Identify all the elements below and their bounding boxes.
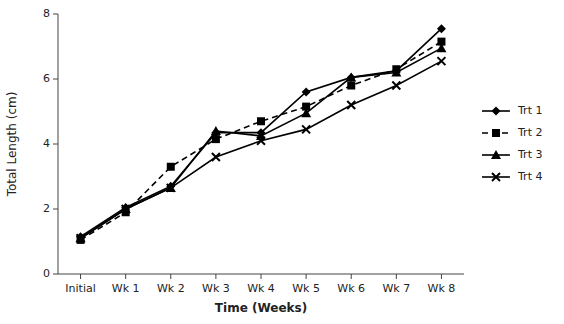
x-tick <box>261 274 262 279</box>
series-line <box>81 61 442 238</box>
x-tick <box>306 274 307 279</box>
x-tick <box>396 274 397 279</box>
point <box>257 117 265 125</box>
x-tick-label: Wk 4 <box>247 282 275 295</box>
point <box>212 153 220 161</box>
x-tick <box>215 274 216 279</box>
point <box>301 108 311 117</box>
y-tick <box>53 209 58 210</box>
legend-label: Trt 1 <box>517 104 542 117</box>
y-tick <box>53 14 58 15</box>
point <box>391 68 401 77</box>
legend-marker <box>492 107 501 116</box>
x-tick-label: Wk 2 <box>157 282 185 295</box>
x-tick-label: Wk 8 <box>428 282 456 295</box>
y-tick-label: 0 <box>43 267 50 280</box>
y-axis-title: Total Length (cm) <box>5 92 19 198</box>
x-tick-label: Wk 6 <box>337 282 365 295</box>
x-tick <box>125 274 126 279</box>
legend-label: Trt 2 <box>517 126 542 139</box>
point <box>347 82 355 90</box>
point <box>122 205 130 213</box>
point <box>302 88 311 97</box>
point <box>436 43 446 52</box>
point <box>76 233 86 242</box>
x-tick-label: Wk 7 <box>382 282 410 295</box>
x-tick-label: Wk 1 <box>112 282 140 295</box>
y-tick-label: 2 <box>43 202 50 215</box>
y-tick-label: 8 <box>43 7 50 20</box>
legend-marker <box>492 173 500 181</box>
legend: Trt 1 Trt 2 Trt 3 Trt 4 <box>482 104 542 183</box>
series-line <box>81 48 442 238</box>
x-tick <box>80 274 81 279</box>
point <box>437 24 446 33</box>
point <box>257 137 265 145</box>
x-axis-title: Time (Weeks) <box>215 301 307 315</box>
point <box>346 72 356 81</box>
y-tick-label: 4 <box>43 137 50 150</box>
point <box>77 234 85 242</box>
point <box>392 82 400 90</box>
point <box>302 125 310 133</box>
point <box>121 204 131 213</box>
y-tick-label: 6 <box>43 72 50 85</box>
series-line <box>81 42 442 240</box>
plot-area <box>76 24 447 244</box>
legend-label: Trt 4 <box>517 170 542 183</box>
point <box>212 135 220 143</box>
y-axis-line <box>58 14 59 274</box>
point <box>166 183 176 192</box>
x-tick-label: Wk 3 <box>202 282 230 295</box>
point <box>437 57 445 65</box>
point <box>347 101 355 109</box>
point <box>167 184 175 192</box>
chart: 0 2 4 6 8 Initial Wk 1 Wk 2 Wk 3 Wk 4 Wk 5 Wk 6 Wk 7… <box>0 0 564 324</box>
y-tick <box>53 79 58 80</box>
x-tick <box>170 274 171 279</box>
y-tick <box>53 274 58 275</box>
legend-marker <box>491 150 501 159</box>
x-tick <box>351 274 352 279</box>
x-tick <box>441 274 442 279</box>
point <box>167 163 175 171</box>
y-tick <box>53 144 58 145</box>
point <box>211 126 221 135</box>
legend-marker <box>492 129 500 137</box>
x-tick-label: Wk 5 <box>292 282 320 295</box>
x-tick-label: Initial <box>65 282 95 295</box>
x-axis-line <box>58 274 464 275</box>
legend-label: Trt 3 <box>517 148 542 161</box>
